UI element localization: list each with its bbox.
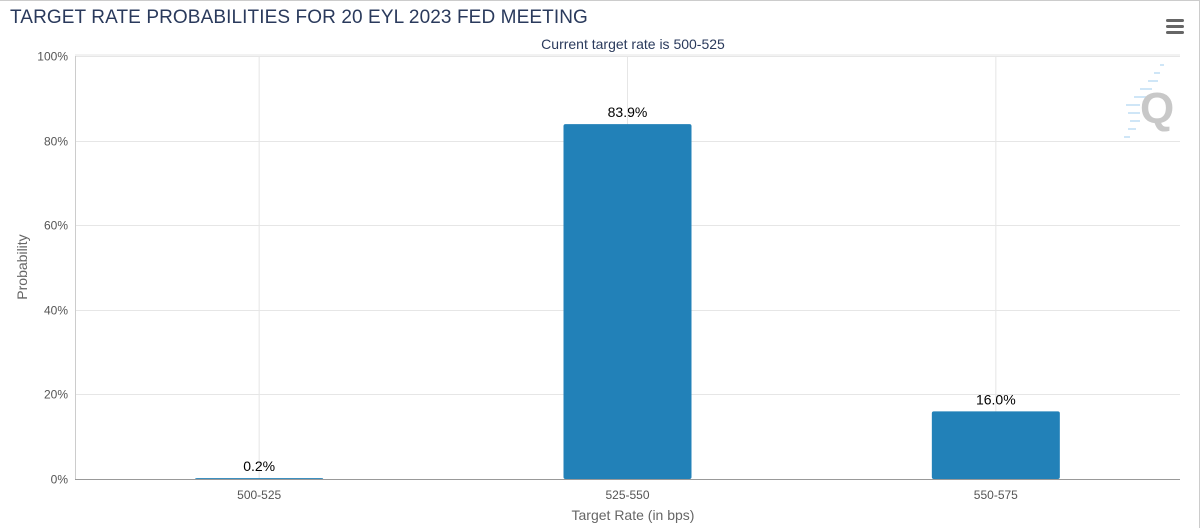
y-axis-label: Probability (14, 234, 30, 299)
data-label: 0.2% (243, 458, 275, 474)
bar-525-550 (563, 124, 692, 479)
bar-500-525 (195, 478, 324, 479)
data-label: 16.0% (976, 391, 1016, 407)
y-tick-label: 40% (44, 304, 68, 318)
hamburger-menu-icon[interactable] (1166, 19, 1184, 35)
y-tick-label: 100% (37, 50, 68, 64)
data-label: 83.9% (608, 104, 648, 120)
x-tick-label: 500-525 (237, 488, 281, 502)
x-axis-label: Target Rate (in bps) (572, 507, 695, 523)
bar-550-575 (931, 411, 1060, 479)
chart-subtitle: Current target rate is 500-525 (541, 36, 725, 52)
svg-text:Q: Q (1140, 84, 1174, 133)
watermark-logo: Q (1124, 64, 1174, 138)
y-tick-label: 0% (51, 473, 69, 487)
y-tick-label: 80% (44, 135, 68, 149)
y-tick-label: 60% (44, 219, 68, 233)
x-tick-label: 550-575 (974, 488, 1018, 502)
y-tick-label: 20% (44, 388, 68, 402)
chart-title: TARGET RATE PROBABILITIES FOR 20 EYL 202… (10, 7, 588, 28)
x-tick-label: 525-550 (605, 488, 649, 502)
